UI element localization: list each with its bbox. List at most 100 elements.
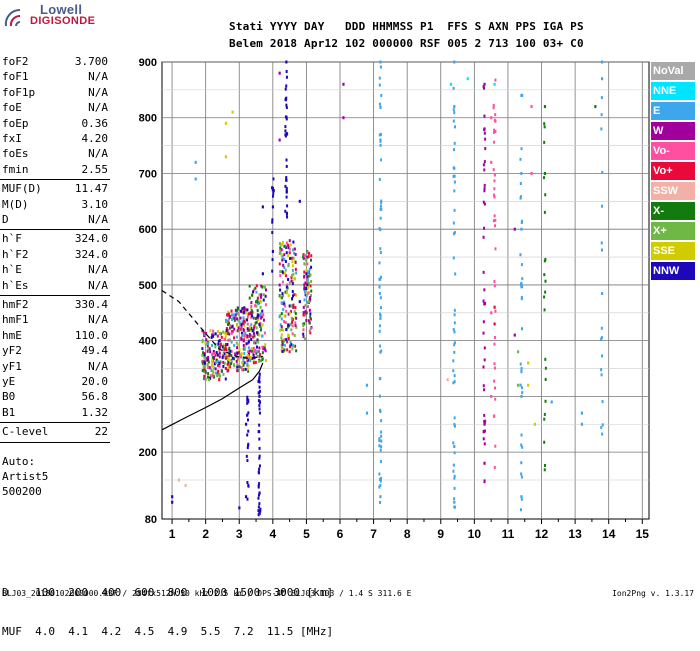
- streak-echo: [520, 443, 523, 447]
- echo-point: [513, 333, 516, 337]
- trace-echo: [286, 254, 289, 258]
- trace-echo: [285, 251, 288, 255]
- trace-echo: [244, 318, 247, 322]
- trace-echo: [246, 362, 249, 366]
- trace-echo: [282, 339, 285, 343]
- trace-echo: [288, 281, 291, 285]
- trace-echo: [243, 324, 246, 328]
- trace-echo: [214, 367, 217, 371]
- streak-echo: [379, 105, 382, 109]
- trace-echo: [207, 378, 210, 382]
- trace-echo: [226, 362, 229, 366]
- streak-echo: [483, 168, 486, 172]
- trace-echo: [260, 316, 263, 320]
- trace-echo: [262, 298, 265, 302]
- echo-point: [261, 272, 264, 276]
- trace-echo: [225, 318, 228, 322]
- trace-echo: [216, 334, 219, 338]
- trace-echo: [203, 355, 206, 359]
- trace-echo: [228, 350, 231, 354]
- trace-echo: [302, 313, 305, 317]
- trace-echo: [259, 305, 262, 309]
- streak-echo: [494, 218, 497, 222]
- streak-echo: [247, 444, 250, 448]
- trace-echo: [309, 315, 312, 319]
- streak-echo: [543, 440, 546, 444]
- trace-echo: [239, 316, 242, 320]
- trace-echo: [279, 246, 282, 250]
- y-tick-label: 300: [139, 391, 157, 403]
- trace-echo: [280, 336, 283, 340]
- streak-echo: [483, 187, 486, 191]
- trace-echo: [279, 328, 282, 332]
- trace-echo: [248, 349, 251, 353]
- streak-echo: [257, 513, 260, 517]
- trace-echo: [307, 270, 310, 274]
- streak-echo: [284, 115, 287, 119]
- param-row: h`E N/A: [2, 263, 108, 278]
- trace-echo: [230, 313, 233, 317]
- streak-echo: [272, 191, 275, 195]
- trace-echo: [303, 270, 306, 274]
- trace-echo: [290, 304, 293, 308]
- trace-echo: [264, 343, 267, 347]
- trace-echo: [247, 358, 250, 362]
- streak-echo: [380, 430, 383, 434]
- streak-echo: [257, 391, 260, 395]
- trace-echo: [236, 343, 239, 347]
- trace-echo: [225, 330, 228, 334]
- x-tick-label: 15: [636, 527, 650, 541]
- trace-echo: [201, 369, 204, 373]
- trace-echo: [230, 331, 233, 335]
- trace-echo: [305, 294, 308, 298]
- streak-echo: [452, 381, 455, 385]
- trace-echo: [223, 352, 226, 356]
- echo-point: [453, 500, 456, 504]
- param-row: D N/A: [2, 213, 108, 228]
- streak-echo: [380, 419, 383, 423]
- trace-echo: [233, 327, 236, 331]
- trace-echo: [303, 285, 306, 289]
- trace-echo: [217, 364, 220, 368]
- echo-point: [261, 205, 264, 209]
- trace-echo: [246, 327, 249, 331]
- streak-echo: [484, 147, 487, 151]
- trace-echo: [233, 364, 236, 368]
- trace-echo: [254, 286, 257, 290]
- streak-echo: [543, 125, 546, 129]
- trace-echo: [235, 341, 238, 345]
- trace-echo: [205, 338, 208, 342]
- trace-echo: [281, 348, 284, 352]
- trace-echo: [207, 366, 210, 370]
- trace-echo: [259, 359, 262, 363]
- legend-item: X-: [651, 202, 695, 220]
- param-value: 1.32: [81, 405, 109, 419]
- trace-echo: [302, 328, 305, 332]
- legend-item: E: [651, 102, 695, 120]
- trace-echo: [244, 331, 247, 335]
- streak-echo: [453, 451, 456, 455]
- trace-echo: [242, 322, 245, 326]
- streak-echo: [521, 391, 524, 395]
- trace-echo: [259, 314, 262, 318]
- trace-echo: [291, 282, 294, 286]
- trace-echo: [289, 340, 292, 344]
- trace-echo: [212, 370, 215, 374]
- trace-echo: [214, 332, 217, 336]
- trace-echo: [242, 327, 245, 331]
- streak-echo: [380, 94, 383, 98]
- trace-echo: [305, 280, 308, 284]
- streak-echo: [246, 401, 249, 405]
- trace-echo: [243, 307, 246, 311]
- trace-echo: [308, 308, 311, 312]
- streak-echo: [453, 141, 456, 145]
- trace-echo: [242, 332, 245, 336]
- streak-echo: [483, 388, 486, 392]
- streak-echo: [483, 420, 486, 424]
- streak-echo: [379, 448, 382, 452]
- trace-echo: [261, 358, 264, 362]
- streak-echo: [482, 331, 485, 335]
- trace-echo: [310, 258, 313, 262]
- trace-echo: [211, 356, 214, 360]
- streak-echo: [600, 127, 603, 131]
